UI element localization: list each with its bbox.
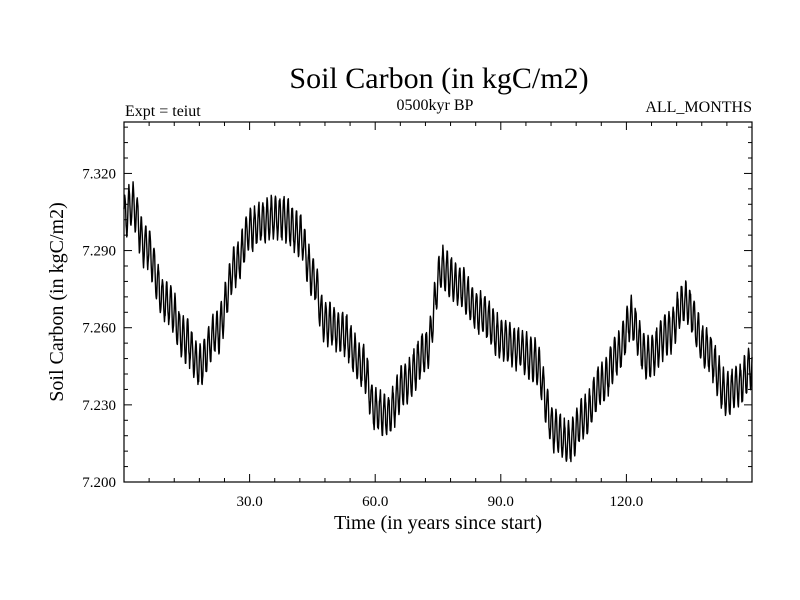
chart-title: Soil Carbon (in kgC/m2)	[289, 62, 588, 95]
plot-area: 7.200 7.230 7.260 7.290 7.320 30.0 60.0 90.0 12…	[82, 121, 753, 510]
period-label: 0500kyr BP	[397, 97, 474, 114]
x-tick-label: 30.0	[236, 494, 262, 510]
y-tick-label: 7.200	[82, 475, 116, 491]
x-tick-label: 60.0	[362, 494, 388, 510]
y-tick-label: 7.230	[82, 398, 116, 414]
y-axis-label: Soil Carbon (in kgC/m2)	[46, 202, 68, 401]
x-axis-label: Time (in years since start)	[334, 512, 542, 534]
y-tick-label: 7.290	[82, 244, 116, 260]
y-tick-label: 7.260	[82, 321, 116, 337]
plot-frame	[123, 121, 753, 483]
y-ticks: 7.200 7.230 7.260 7.290 7.320	[82, 126, 752, 491]
x-tick-label: 120.0	[610, 494, 644, 510]
x-tick-label: 90.0	[488, 494, 514, 510]
y-tick-label: 7.320	[82, 166, 116, 182]
x-ticks: 30.0 60.0 90.0 120.0	[148, 122, 728, 510]
months-label: ALL_MONTHS	[645, 99, 752, 116]
series-line-soil-carbon	[123, 181, 753, 463]
experiment-label: Expt = teiut	[125, 103, 201, 120]
